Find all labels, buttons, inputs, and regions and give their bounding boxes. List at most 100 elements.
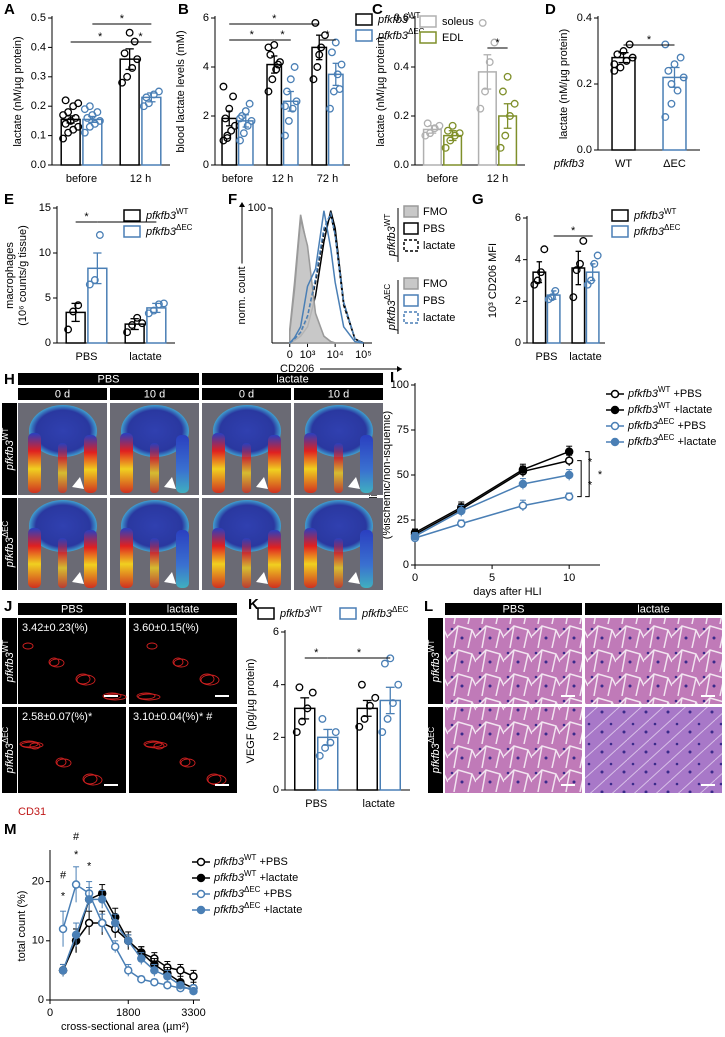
name-part: pfkfb3 — [430, 742, 442, 774]
y-axis-label: (%ischemic/non-isquemic) — [381, 411, 393, 539]
legend-label: pfkfb3WT — [383, 214, 398, 258]
panel-label: B — [178, 1, 189, 18]
data-point — [286, 75, 295, 84]
data-point — [229, 92, 238, 101]
legend-swatch — [611, 225, 629, 238]
image-body — [305, 405, 373, 457]
name-part: WT — [310, 605, 323, 614]
panel-label: C — [372, 1, 383, 18]
data-point — [518, 479, 528, 489]
name-part: WT — [658, 401, 671, 410]
data-point — [613, 50, 622, 59]
data-point — [221, 114, 230, 123]
data-point — [154, 87, 163, 96]
data-point — [327, 48, 336, 57]
name-part: ΔEC — [244, 885, 261, 894]
vessel — [83, 774, 103, 786]
arrowhead — [72, 477, 84, 489]
legend-swatch — [355, 13, 373, 26]
data-point — [282, 87, 291, 96]
data-point — [564, 492, 574, 501]
row-label-bar — [428, 707, 443, 793]
cell-value: 3.10±0.04(%)* # — [133, 711, 213, 723]
data-point — [292, 728, 301, 737]
data-point — [84, 918, 94, 928]
data-point — [564, 447, 574, 456]
header-bar — [202, 373, 383, 385]
y-axis-label: macrophages — [4, 242, 16, 309]
legend-marker — [610, 421, 620, 431]
data-point — [176, 966, 185, 975]
y-tick-label: 6 — [203, 12, 209, 24]
data-point — [227, 126, 236, 135]
data-point — [333, 70, 342, 79]
histology-image — [445, 707, 582, 793]
data-point — [481, 87, 489, 96]
name-part: WT — [244, 869, 257, 878]
data-point — [533, 276, 542, 285]
data-point — [667, 99, 676, 108]
panel-label: G — [472, 191, 484, 208]
x-tick-label: lactate — [363, 798, 395, 810]
y-tick-label: 0 — [45, 337, 51, 349]
y-tick-label: 0.4 — [394, 61, 409, 73]
significance-label: * — [314, 647, 319, 659]
significance-label: * — [61, 890, 66, 902]
data-point — [326, 738, 335, 747]
image-body — [29, 500, 97, 552]
y-tick-label: 4 — [203, 61, 209, 73]
row-label-bar — [2, 403, 17, 495]
data-point — [159, 299, 168, 308]
vessel — [48, 657, 60, 667]
stain-label: CD31 — [18, 806, 46, 818]
axis-arrow-head — [239, 202, 245, 207]
data-point — [133, 55, 142, 64]
name-part: pfkfb3 — [430, 651, 442, 683]
legend-label: lactate — [423, 312, 455, 324]
y-tick-label: 2 — [515, 295, 521, 307]
data-point — [245, 99, 254, 108]
significance-label: # — [73, 831, 80, 843]
data-point — [268, 75, 277, 84]
name-part: pfkfb3 — [386, 225, 398, 257]
y-tick-label: 0.5 — [31, 12, 46, 24]
data-point — [274, 60, 283, 69]
vessel — [19, 740, 39, 748]
name-part: pfkfb3 — [377, 14, 409, 26]
legend-label: pfkfb3WT +PBS — [213, 853, 288, 868]
name-part: pfkfb3 — [361, 608, 393, 620]
data-point — [90, 276, 99, 284]
legend-marker — [610, 389, 620, 399]
histology-image — [445, 618, 582, 704]
data-point — [616, 63, 625, 72]
data-point — [292, 97, 301, 106]
vessel — [29, 742, 41, 750]
image-body — [121, 405, 189, 457]
name-part: ΔEC — [658, 433, 675, 442]
microscopy-image — [18, 618, 126, 704]
y-tick-label: 4 — [273, 679, 279, 691]
data-point — [142, 93, 151, 102]
histology-image — [585, 618, 722, 704]
name-part: ΔEC — [392, 605, 409, 614]
vessel — [55, 757, 67, 767]
y-tick-label: 100 — [248, 202, 266, 214]
legend-swatch — [339, 607, 357, 620]
x-axis-label: cross-sectional area (µm²) — [61, 1021, 189, 1033]
data-point — [380, 659, 389, 668]
data-point — [365, 701, 374, 710]
data-point — [71, 114, 80, 122]
header-bar — [18, 603, 126, 615]
vessel — [179, 757, 191, 767]
data-point — [128, 321, 137, 329]
arrowhead — [348, 477, 360, 489]
x-tick-label: 72 h — [317, 173, 338, 185]
legend-label: pfkfb3WT +PBS — [627, 385, 702, 400]
name-part: ΔEC — [658, 417, 675, 426]
significance-label: * — [495, 37, 500, 49]
data-point — [239, 129, 248, 138]
data-point — [506, 112, 514, 120]
data-point — [295, 683, 304, 692]
microscopy-image — [129, 707, 237, 793]
image-leg — [58, 443, 67, 493]
